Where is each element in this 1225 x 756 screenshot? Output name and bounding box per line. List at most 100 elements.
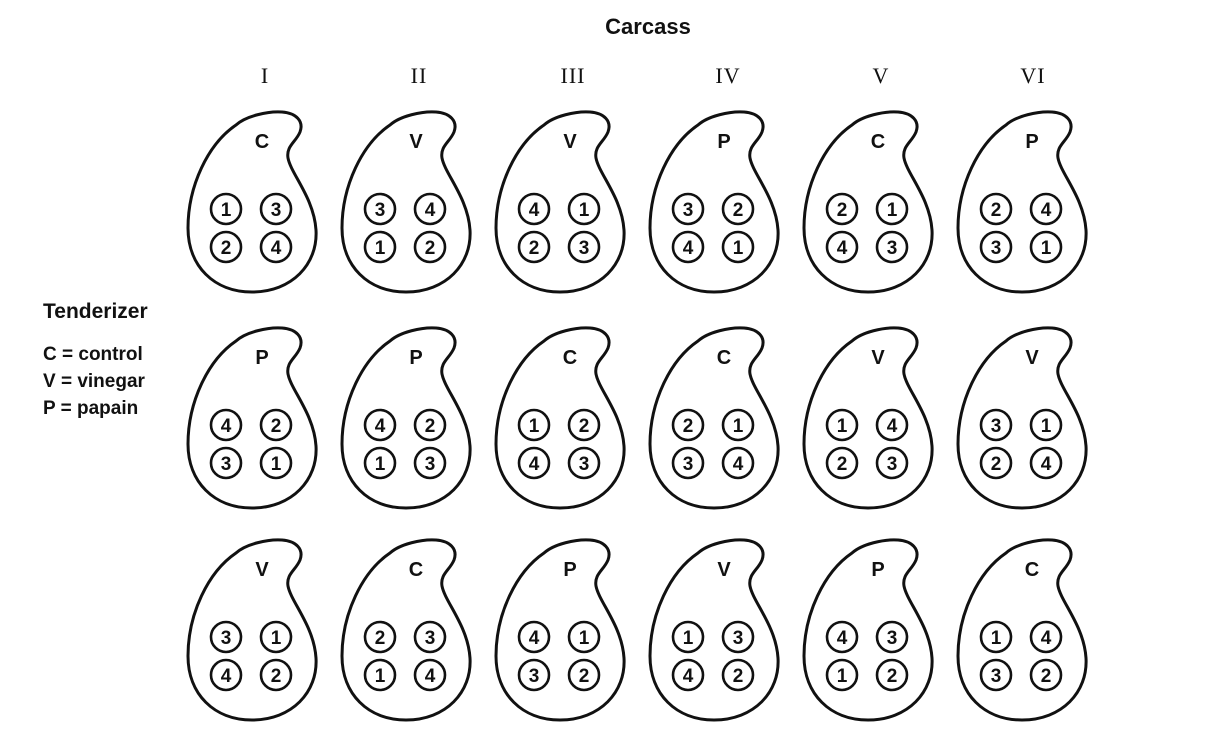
- position-ring: [1029, 658, 1063, 692]
- position-ring: [517, 192, 551, 226]
- carcass-label-1: I: [261, 63, 269, 88]
- muscle-outline: [648, 538, 780, 722]
- position-ring: [363, 408, 397, 442]
- position-ring: [671, 408, 705, 442]
- position-number: 1: [683, 628, 694, 649]
- muscle-shape-r2-c1: P 4 2 3 1: [186, 326, 318, 510]
- position-ring: [979, 230, 1013, 264]
- position-number: 1: [271, 454, 282, 475]
- muscle-outline: [340, 326, 472, 510]
- treatment-letter: C: [717, 347, 731, 369]
- position-ring: [825, 620, 859, 654]
- legend-item-papain: P = papain: [43, 398, 138, 419]
- position-ring: [517, 620, 551, 654]
- position-ring: [1029, 620, 1063, 654]
- position-ring: [209, 230, 243, 264]
- position-number: 1: [375, 238, 386, 259]
- muscle-outline: [956, 110, 1088, 294]
- position-ring: [721, 408, 755, 442]
- position-ring: [671, 446, 705, 480]
- position-number: 3: [887, 238, 898, 259]
- position-ring: [363, 192, 397, 226]
- position-ring: [825, 446, 859, 480]
- position-number: 2: [579, 666, 590, 687]
- position-ring: [875, 658, 909, 692]
- position-number: 2: [837, 200, 848, 221]
- position-number: 3: [683, 200, 694, 221]
- position-ring: [567, 408, 601, 442]
- position-number: 3: [579, 454, 590, 475]
- position-number: 4: [683, 238, 694, 259]
- position-number: 2: [991, 200, 1002, 221]
- position-ring: [721, 192, 755, 226]
- position-ring: [825, 230, 859, 264]
- position-ring: [363, 658, 397, 692]
- position-ring: [517, 408, 551, 442]
- treatment-letter: V: [255, 559, 269, 581]
- position-number: 2: [271, 416, 282, 437]
- position-number: 1: [837, 416, 848, 437]
- position-number: 4: [837, 628, 848, 649]
- position-ring: [721, 620, 755, 654]
- position-number: 2: [733, 200, 744, 221]
- muscle-outline: [956, 538, 1088, 722]
- position-number: 4: [733, 454, 744, 475]
- position-number: 3: [271, 200, 282, 221]
- treatment-letter: C: [409, 559, 423, 581]
- position-ring: [413, 408, 447, 442]
- position-number: 2: [221, 238, 232, 259]
- position-ring: [825, 408, 859, 442]
- position-ring: [413, 446, 447, 480]
- position-ring: [363, 230, 397, 264]
- legend-item-vinegar: V = vinegar: [43, 371, 146, 392]
- muscle-shape-r2-c3: C 1 2 4 3: [494, 326, 626, 510]
- position-number: 1: [579, 628, 590, 649]
- position-number: 3: [887, 628, 898, 649]
- muscle-shape-r2-c2: P 4 2 1 3: [340, 326, 472, 510]
- position-ring: [567, 192, 601, 226]
- position-ring: [517, 446, 551, 480]
- position-ring: [517, 658, 551, 692]
- position-ring: [1029, 446, 1063, 480]
- muscle-outline: [494, 326, 626, 510]
- position-number: 2: [425, 416, 436, 437]
- position-number: 4: [425, 666, 436, 687]
- position-ring: [979, 408, 1013, 442]
- muscle-outline: [340, 110, 472, 294]
- muscle-outline: [186, 538, 318, 722]
- position-number: 2: [1041, 666, 1052, 687]
- muscle-outline: [340, 538, 472, 722]
- position-number: 4: [887, 416, 898, 437]
- position-ring: [721, 658, 755, 692]
- position-number: 1: [1041, 238, 1052, 259]
- treatment-letter: P: [409, 347, 422, 369]
- muscle-shape-r1-c3: V 4 1 2 3: [494, 110, 626, 294]
- position-ring: [567, 446, 601, 480]
- treatment-letter: P: [563, 559, 576, 581]
- position-number: 4: [529, 200, 540, 221]
- position-ring: [517, 230, 551, 264]
- position-ring: [875, 408, 909, 442]
- treatment-letter: C: [255, 131, 269, 153]
- legend: Tenderizer C = control V = vinegar P = p…: [43, 300, 148, 419]
- position-number: 2: [529, 238, 540, 259]
- position-number: 1: [375, 666, 386, 687]
- position-ring: [875, 446, 909, 480]
- position-ring: [1029, 192, 1063, 226]
- treatment-letter: V: [717, 559, 731, 581]
- muscle-shape-r1-c5: C 2 1 4 3: [802, 110, 934, 294]
- position-number: 3: [579, 238, 590, 259]
- position-number: 3: [991, 666, 1002, 687]
- position-number: 4: [1041, 454, 1052, 475]
- muscle-outline: [186, 326, 318, 510]
- position-ring: [259, 620, 293, 654]
- position-number: 2: [733, 666, 744, 687]
- legend-item-control: C = control: [43, 344, 143, 365]
- position-number: 1: [375, 454, 386, 475]
- position-ring: [363, 446, 397, 480]
- position-number: 2: [425, 238, 436, 259]
- position-number: 2: [887, 666, 898, 687]
- position-number: 4: [1041, 200, 1052, 221]
- muscle-shape-r1-c4: P 3 2 4 1: [648, 110, 780, 294]
- muscle-outline: [802, 538, 934, 722]
